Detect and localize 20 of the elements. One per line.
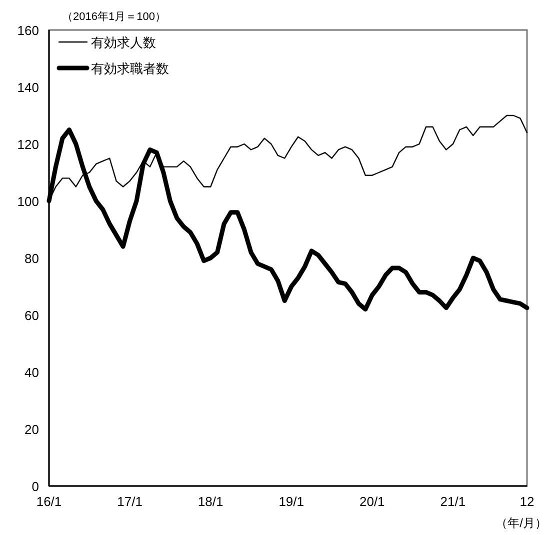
y-tick-label: 160 xyxy=(17,23,39,38)
x-tick-label: 17/1 xyxy=(117,494,142,509)
chart-subtitle: （2016年1月＝100） xyxy=(62,11,166,23)
y-tick-label: 60 xyxy=(24,308,39,323)
y-tick-label: 0 xyxy=(32,479,39,494)
y-tick-label: 80 xyxy=(24,251,39,266)
x-tick-label: 19/1 xyxy=(278,494,304,509)
y-tick-label: 40 xyxy=(24,365,39,380)
legend-label: 有効求人数 xyxy=(91,35,156,50)
x-tick-label: 18/1 xyxy=(198,494,224,509)
x-tick-label: 16/1 xyxy=(36,494,62,509)
y-tick-label: 120 xyxy=(17,137,39,152)
y-tick-label: 20 xyxy=(24,422,39,437)
y-tick-label: 140 xyxy=(17,80,39,95)
x-tick-label: 21/1 xyxy=(440,494,466,509)
x-tick-label: 20/1 xyxy=(360,494,385,509)
legend-label: 有効求職者数 xyxy=(91,61,169,76)
y-tick-label: 100 xyxy=(17,194,39,209)
x-axis-title: （年/月） xyxy=(496,516,547,530)
x-tick-label: 12 xyxy=(520,494,534,509)
